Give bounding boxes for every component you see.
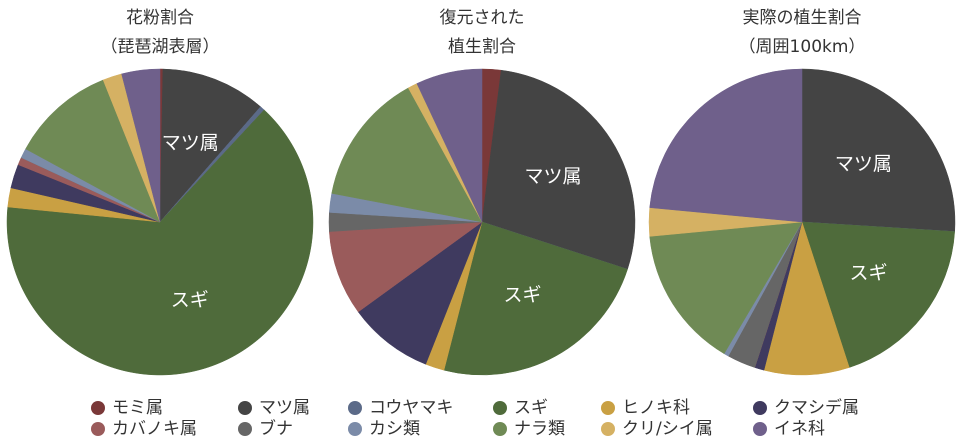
pie-slice: [443, 221, 628, 376]
legend-swatch: [753, 422, 767, 436]
legend-swatch: [348, 401, 362, 415]
legend-label: クリ/シイ属: [622, 419, 713, 439]
legend-swatch: [753, 401, 767, 415]
pie-slice: [416, 68, 483, 223]
legend-label: スギ: [514, 398, 548, 418]
pie-slice: [481, 69, 636, 270]
slice-label: スギ: [504, 284, 542, 306]
legend-label: マツ属: [259, 398, 310, 418]
legend-label: イネ科: [774, 419, 825, 439]
legend-label: クマシデ属: [774, 397, 859, 418]
pie-slice: [649, 68, 803, 223]
legend-swatch: [91, 401, 105, 415]
legend-label: カシ類: [369, 419, 420, 439]
pie-slice: [121, 68, 161, 223]
legend-label: カバノキ属: [112, 419, 197, 439]
slice-label: マツ属: [525, 165, 582, 187]
chart-title: 実際の植生割合: [743, 8, 862, 28]
legend-label: ナラ類: [514, 419, 565, 439]
chart-title: 復元された: [440, 8, 525, 28]
legend-label: ブナ: [259, 418, 293, 439]
legend-swatch: [601, 401, 615, 415]
slice-label: マツ属: [162, 132, 219, 154]
pie-slice: [329, 221, 483, 313]
legend-swatch: [238, 401, 252, 415]
legend-label: ヒノキ科: [622, 398, 690, 418]
pie-slice: [357, 221, 483, 365]
slice-label: マツ属: [835, 153, 892, 175]
chart-title: （琵琶湖表層）: [101, 37, 220, 57]
pie-slice: [801, 68, 956, 232]
chart-title: （周囲100km）: [739, 37, 866, 57]
legend-label: モミ属: [112, 398, 163, 418]
pie-slice: [331, 87, 483, 223]
legend-swatch: [493, 422, 507, 436]
chart-title: 植生割合: [448, 37, 516, 57]
pie-slice: [649, 221, 803, 355]
legend-label: コウヤマキ: [369, 398, 453, 418]
pie-slice: [25, 79, 161, 223]
legend-swatch: [91, 422, 105, 436]
pie-slice: [763, 221, 850, 376]
legend-swatch: [493, 401, 507, 415]
chart-title: 花粉割合: [126, 8, 194, 28]
pie-slice: [801, 221, 955, 368]
legend-swatch: [348, 422, 362, 436]
pie-slice: [159, 68, 261, 223]
slice-label: スギ: [171, 289, 209, 311]
legend-swatch: [601, 422, 615, 436]
slice-label: スギ: [849, 262, 887, 284]
legend-swatch: [238, 422, 252, 436]
pie-slice: [6, 109, 314, 376]
